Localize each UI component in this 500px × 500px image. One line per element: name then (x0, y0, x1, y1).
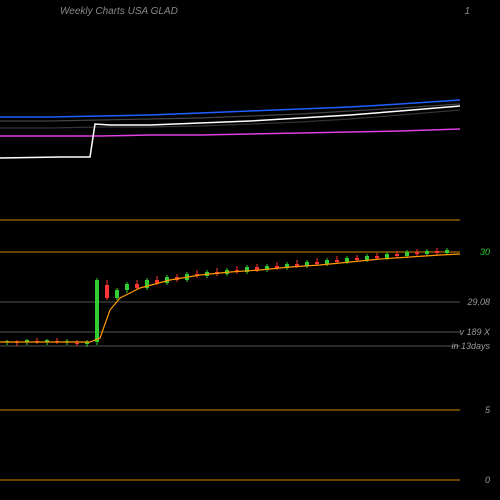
grid-label: v 189 X (459, 327, 490, 337)
grid-label: 0 (485, 475, 490, 485)
chart-container: Weekly Charts USA GLAD 1 3029.08v 189 Xi… (0, 0, 500, 500)
grid-label: in 13days (451, 341, 490, 351)
grid-label: 29.08 (467, 297, 490, 307)
chart-svg (0, 0, 500, 500)
grid-label: 5 (485, 405, 490, 415)
grid-label: 30 (480, 247, 490, 257)
